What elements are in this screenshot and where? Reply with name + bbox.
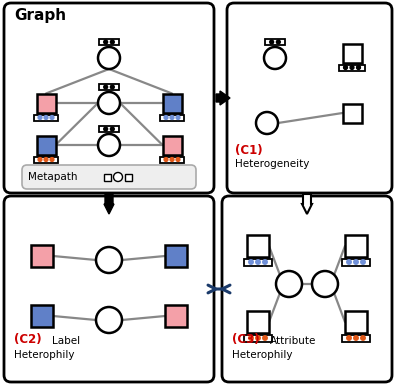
Circle shape: [354, 260, 358, 264]
Bar: [31, 305, 53, 327]
Circle shape: [256, 336, 260, 340]
Bar: [99, 39, 119, 45]
Text: (C1): (C1): [235, 144, 263, 157]
Circle shape: [38, 157, 42, 161]
Bar: [162, 135, 181, 154]
Bar: [345, 235, 367, 257]
Bar: [36, 135, 55, 154]
Circle shape: [164, 157, 168, 161]
Bar: [342, 335, 370, 342]
Circle shape: [110, 40, 114, 44]
Circle shape: [164, 115, 168, 119]
Circle shape: [354, 336, 358, 340]
Circle shape: [249, 260, 253, 264]
Circle shape: [276, 271, 302, 297]
Circle shape: [176, 115, 180, 119]
Bar: [244, 335, 272, 342]
Circle shape: [270, 40, 274, 44]
Circle shape: [176, 157, 180, 161]
FancyBboxPatch shape: [4, 196, 214, 382]
Bar: [165, 305, 187, 327]
Text: Heterophily: Heterophily: [14, 350, 74, 360]
Polygon shape: [104, 194, 114, 214]
Polygon shape: [216, 91, 230, 105]
Circle shape: [50, 115, 54, 119]
Circle shape: [344, 66, 347, 69]
Circle shape: [110, 127, 114, 131]
Circle shape: [114, 173, 122, 181]
Text: Label: Label: [52, 336, 80, 346]
Bar: [125, 173, 132, 181]
Bar: [247, 311, 269, 333]
Bar: [247, 235, 269, 257]
Circle shape: [347, 336, 351, 340]
Circle shape: [263, 336, 267, 340]
Bar: [34, 115, 58, 120]
Text: Attribute: Attribute: [270, 336, 316, 346]
Circle shape: [361, 260, 365, 264]
Bar: [34, 156, 58, 163]
Bar: [342, 259, 370, 266]
Bar: [104, 173, 111, 181]
Circle shape: [312, 271, 338, 297]
Bar: [244, 259, 272, 266]
Bar: [339, 64, 365, 71]
FancyBboxPatch shape: [222, 196, 392, 382]
Text: (C2): (C2): [14, 333, 42, 346]
FancyBboxPatch shape: [227, 3, 392, 193]
Circle shape: [104, 127, 108, 131]
Bar: [165, 245, 187, 267]
Circle shape: [50, 157, 54, 161]
Circle shape: [96, 247, 122, 273]
Text: Heterophily: Heterophily: [232, 350, 293, 360]
Circle shape: [104, 40, 108, 44]
FancyBboxPatch shape: [22, 165, 196, 189]
Circle shape: [264, 47, 286, 69]
Bar: [343, 44, 362, 63]
Circle shape: [38, 115, 42, 119]
Bar: [99, 126, 119, 132]
Circle shape: [256, 260, 260, 264]
Circle shape: [350, 66, 354, 69]
Bar: [162, 93, 181, 112]
Circle shape: [276, 40, 280, 44]
Circle shape: [361, 336, 365, 340]
Circle shape: [98, 47, 120, 69]
Bar: [31, 245, 53, 267]
Bar: [160, 156, 184, 163]
Circle shape: [44, 115, 48, 119]
Circle shape: [249, 336, 253, 340]
Bar: [343, 103, 362, 122]
Polygon shape: [302, 194, 312, 214]
Circle shape: [96, 307, 122, 333]
Circle shape: [263, 260, 267, 264]
Circle shape: [256, 112, 278, 134]
Bar: [99, 84, 119, 90]
Text: (C3): (C3): [232, 333, 260, 346]
Circle shape: [110, 85, 114, 89]
Circle shape: [44, 157, 48, 161]
Circle shape: [98, 134, 120, 156]
Circle shape: [104, 85, 108, 89]
Text: Metapath: Metapath: [28, 172, 78, 182]
Circle shape: [347, 260, 351, 264]
Bar: [160, 115, 184, 120]
Circle shape: [170, 157, 174, 161]
Text: Graph: Graph: [14, 8, 66, 23]
Text: Heterogeneity: Heterogeneity: [235, 159, 309, 169]
Circle shape: [170, 115, 174, 119]
Bar: [265, 39, 285, 45]
FancyBboxPatch shape: [4, 3, 214, 193]
Bar: [36, 93, 55, 112]
Bar: [345, 311, 367, 333]
Circle shape: [98, 92, 120, 114]
Circle shape: [356, 66, 360, 69]
